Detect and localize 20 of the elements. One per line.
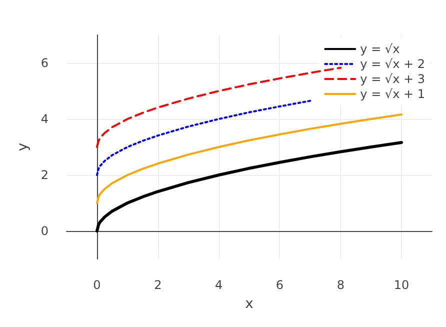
line-series — [96, 100, 312, 176]
x-axis-title: x — [245, 296, 254, 312]
x-tick-label: 8 — [336, 278, 344, 292]
x-tick-label: 10 — [394, 278, 410, 292]
line-series — [95, 141, 404, 232]
legend-label: y = √x + 1 — [360, 87, 426, 101]
legend-label: y = √x + 3 — [360, 72, 426, 86]
line-series — [96, 114, 403, 204]
legend-label: y = √x — [360, 42, 400, 56]
y-axis-title: y — [15, 142, 31, 152]
x-tick-label: 4 — [214, 278, 223, 292]
x-tick-label: 2 — [154, 278, 162, 292]
y-tick-label: 0 — [40, 224, 49, 238]
legend-label: y = √x + 2 — [360, 57, 426, 71]
y-tick-label: 4 — [40, 112, 49, 126]
line-series — [96, 66, 342, 148]
y-tick-label: 6 — [40, 56, 49, 70]
x-tick-label: 6 — [276, 278, 284, 292]
x-tick-label: 0 — [93, 278, 101, 292]
y-tick-label: 2 — [40, 168, 49, 182]
